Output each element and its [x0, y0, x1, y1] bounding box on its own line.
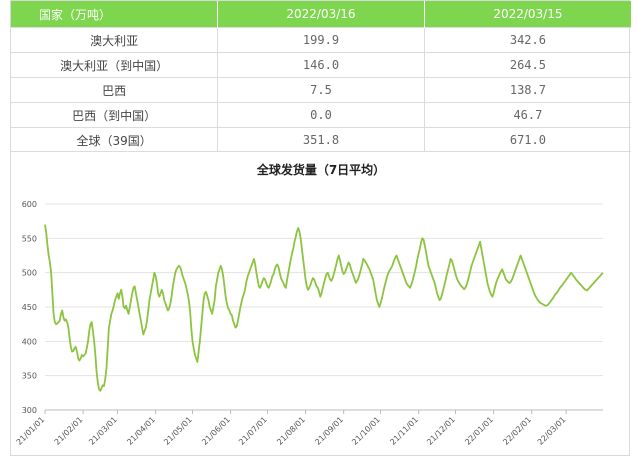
row-value: 138.7	[424, 77, 631, 103]
row-label: 澳大利亚	[11, 27, 219, 53]
row-value: 199.9	[217, 27, 425, 53]
y-tick-label: 500	[22, 269, 37, 278]
row-value: 351.8	[217, 127, 425, 152]
y-tick-label: 450	[22, 303, 37, 312]
table-row: 全球（39国） 351.8 671.0	[11, 127, 631, 152]
x-tick-label: 21/02/01	[53, 415, 85, 447]
table-header-row: 国家（万吨） 2022/03/16 2022/03/15	[11, 1, 631, 28]
y-tick-label: 300	[22, 406, 37, 415]
row-value: 0.0	[217, 102, 425, 128]
x-tick-label: 22/02/01	[501, 415, 533, 447]
row-label: 巴西	[11, 77, 219, 103]
table-row: 澳大利亚 199.9 342.6	[11, 27, 631, 53]
table-row: 巴西 7.5 138.7	[11, 77, 631, 103]
row-value: 146.0	[217, 52, 425, 78]
x-tick-label: 21/10/01	[350, 415, 382, 447]
row-label: 巴西（到中国）	[11, 102, 219, 128]
row-label: 澳大利亚（到中国）	[11, 52, 219, 78]
y-tick-label: 350	[22, 372, 37, 381]
header-date-2: 2022/03/15	[424, 1, 631, 28]
chart-area: 全球发货量（7日平均） 300 350 400 450 500 550 600 21/01/01…	[11, 151, 631, 458]
chart-title: 全球发货量（7日平均）	[256, 162, 385, 177]
row-value: 342.6	[424, 27, 631, 53]
header-country: 国家（万吨）	[11, 1, 219, 28]
x-tick-label: 21/07/01	[237, 415, 269, 447]
x-tick-label: 22/01/01	[463, 415, 495, 447]
y-tick-label: 550	[22, 234, 37, 243]
x-tick-label: 21/05/01	[162, 415, 194, 447]
row-label: 全球（39国）	[11, 127, 219, 152]
x-tick-label: 21/12/01	[425, 415, 457, 447]
header-date-1: 2022/03/16	[217, 1, 425, 28]
shipment-table: 国家（万吨） 2022/03/16 2022/03/15 澳大利亚 199.9 …	[11, 1, 631, 152]
series-line	[44, 224, 604, 392]
y-tick-label: 400	[22, 337, 37, 346]
x-tick-label: 21/01/01	[15, 415, 47, 447]
y-tick-label: 600	[22, 200, 37, 209]
x-tick-label: 21/09/01	[313, 415, 345, 447]
data-panel: 国家（万吨） 2022/03/16 2022/03/15 澳大利亚 199.9 …	[10, 0, 631, 458]
x-tick-label: 21/04/01	[125, 415, 157, 447]
x-tick-label: 21/11/01	[388, 415, 420, 447]
table-row: 巴西（到中国） 0.0 46.7	[11, 102, 631, 128]
x-tick-label: 21/06/01	[200, 415, 232, 447]
row-value: 264.5	[424, 52, 631, 78]
row-value: 46.7	[424, 102, 631, 128]
row-value: 7.5	[217, 77, 425, 103]
row-value: 671.0	[424, 127, 631, 152]
x-tick-label: 22/03/01	[536, 415, 568, 447]
shipment-line-chart: 全球发货量（7日平均） 300 350 400 450 500 550 600 21/01/01…	[15, 162, 604, 447]
table-row: 澳大利亚（到中国） 146.0 264.5	[11, 52, 631, 78]
x-tick-label: 21/08/01	[275, 415, 307, 447]
x-tick-label: 21/03/01	[87, 415, 119, 447]
